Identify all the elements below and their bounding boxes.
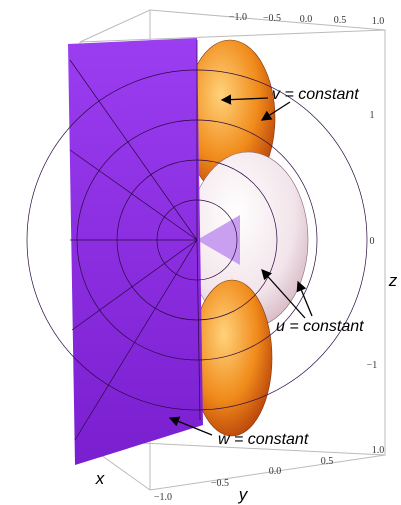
z-tick-label: 1 [370, 110, 375, 121]
top-tick-label: −0.5 [263, 13, 281, 24]
z-tick-label: 0 [370, 236, 375, 247]
y-axis-label: y [238, 485, 249, 504]
y-tick-label: 0.5 [321, 456, 334, 467]
top-tick-label: 0.5 [334, 15, 347, 26]
x-axis-label: x [95, 469, 105, 488]
top-tick-label: −1.0 [229, 12, 247, 23]
top-tick-label: 1.0 [372, 16, 385, 27]
y-tick-label: −1.0 [154, 492, 172, 503]
w-plane [68, 38, 203, 465]
y-tick-label: 1.0 [372, 445, 385, 456]
y-tick-label: −0.5 [211, 478, 229, 489]
annotation: v = constant [272, 86, 359, 103]
annotation: u = constant [276, 318, 364, 335]
annotation: w = constant [218, 431, 309, 448]
z-axis-label: z [388, 271, 398, 290]
y-tick-label: 0.0 [269, 466, 282, 477]
top-tick-label: 0.0 [300, 14, 313, 25]
z-tick-label: −1 [367, 360, 378, 371]
figure: −1.0 −0.5 0.0 0.5 1.0 1 0 −1 −1.0 −0.5 0.0 0.5 1.0 z y… [0, 0, 401, 505]
